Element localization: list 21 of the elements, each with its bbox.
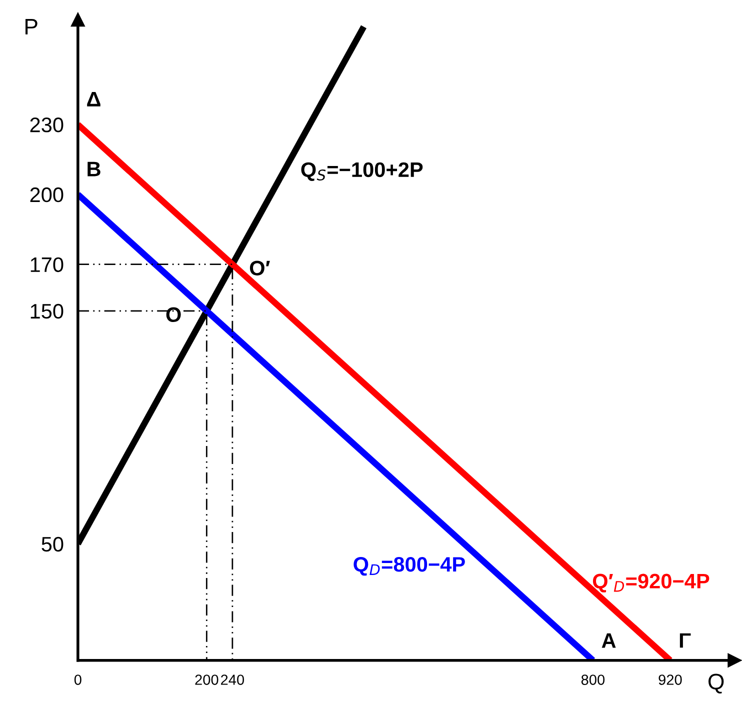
y-tick-label: 50 bbox=[42, 536, 64, 552]
annotation: A bbox=[602, 633, 616, 648]
y-tick-label: 170 bbox=[30, 257, 64, 272]
series-label: Q$_{S}$=−100+2P bbox=[301, 162, 423, 181]
annotation: Γ bbox=[680, 633, 691, 648]
annotation: Δ bbox=[87, 92, 100, 106]
y-tick-label: 200 bbox=[30, 187, 64, 202]
x-tick-label: 240 bbox=[220, 674, 244, 685]
x-tick-label: 800 bbox=[581, 674, 605, 685]
annotation: O′ bbox=[250, 260, 270, 276]
x-tick-label: 920 bbox=[658, 674, 682, 685]
x-tick-label: 200 bbox=[195, 674, 218, 685]
x-axis-title: Q bbox=[708, 674, 724, 694]
y-tick-label: 230 bbox=[30, 118, 64, 132]
annotation: B bbox=[88, 162, 100, 176]
y-tick-label: 150 bbox=[30, 304, 64, 319]
series-label: Q$_{D}$=800−4P bbox=[354, 556, 465, 576]
x-tick-label: 0 bbox=[74, 674, 82, 685]
y-axis-title: P bbox=[26, 19, 38, 34]
annotation: O bbox=[166, 307, 181, 322]
series-label: Q′$_{D}$=920−4P bbox=[592, 574, 710, 592]
